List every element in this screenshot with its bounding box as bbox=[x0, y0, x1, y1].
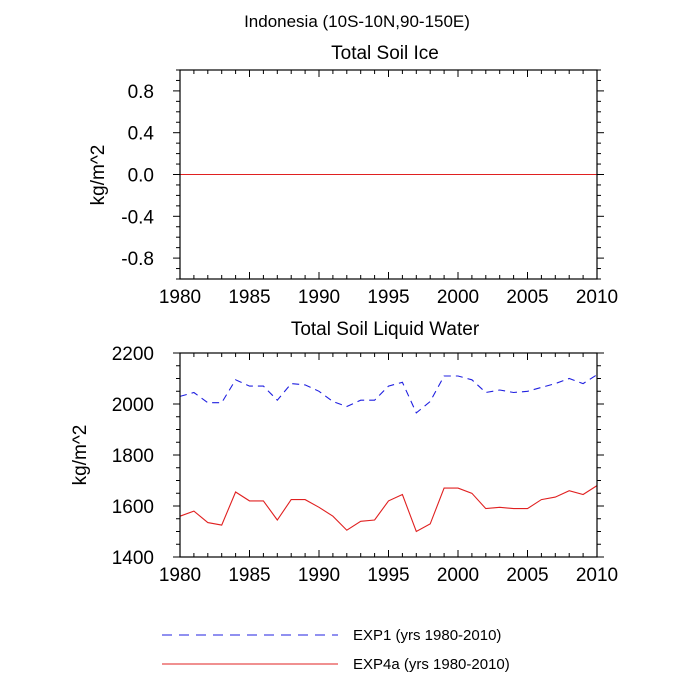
y-tick-label: 1800 bbox=[112, 446, 154, 467]
y-tick-label: 0.8 bbox=[128, 82, 154, 103]
y-tick-label: 1600 bbox=[112, 497, 154, 518]
x-tick-label: 1995 bbox=[367, 287, 409, 308]
y-tick-label: -0.4 bbox=[121, 207, 154, 228]
x-tick-label: 1990 bbox=[298, 565, 340, 586]
x-tick-label: 1980 bbox=[159, 287, 201, 308]
x-tick-label: 1995 bbox=[367, 565, 409, 586]
x-tick-label: 2005 bbox=[506, 287, 548, 308]
plot-area: 1980 1985 1990 1995 2000 2005 2010 1400 1600 1800… bbox=[112, 344, 618, 586]
x-tick-label: 1990 bbox=[298, 287, 340, 308]
x-tick-label: 2010 bbox=[576, 565, 618, 586]
y-axis-label: kg/m^2 bbox=[70, 425, 91, 486]
y-tick-label: 2200 bbox=[112, 344, 154, 365]
series-line-exp1 bbox=[179, 374, 598, 414]
legend-label: EXP4a (yrs 1980-2010) bbox=[353, 656, 510, 673]
y-tick-label: -0.8 bbox=[121, 249, 154, 270]
x-tick-label: 2000 bbox=[437, 287, 479, 308]
y-axis-label: kg/m^2 bbox=[88, 145, 109, 206]
x-tick-label: 2000 bbox=[437, 565, 479, 586]
y-tick-label: 2000 bbox=[112, 395, 154, 416]
legend: EXP1 (yrs 1980-2010) EXP4a (yrs 1980-201… bbox=[162, 627, 510, 673]
x-tick-label: 1985 bbox=[228, 565, 270, 586]
legend-item: EXP4a (yrs 1980-2010) bbox=[162, 656, 510, 673]
y-tick-label: 1400 bbox=[112, 548, 154, 569]
panel-total-soil-liquid-water: Total Soil Liquid Water 1980 1985 1990 1995… bbox=[70, 319, 618, 586]
y-tick-label: 0.4 bbox=[128, 124, 155, 145]
x-tick-label: 2005 bbox=[506, 565, 548, 586]
plot-frame bbox=[179, 352, 598, 558]
series-line-exp4a bbox=[179, 485, 598, 533]
legend-label: EXP1 (yrs 1980-2010) bbox=[353, 627, 501, 644]
x-tick-label: 1985 bbox=[228, 287, 270, 308]
panel-title: Total Soil Ice bbox=[331, 43, 439, 64]
panel-total-soil-ice: Total Soil Ice 1980 1985 1990 1995 2000 2005 2… bbox=[88, 43, 618, 308]
figure-title: Indonesia (10S-10N,90-150E) bbox=[244, 12, 470, 31]
x-tick-label: 1980 bbox=[159, 565, 201, 586]
legend-item: EXP1 (yrs 1980-2010) bbox=[162, 627, 501, 644]
panel-title: Total Soil Liquid Water bbox=[291, 319, 480, 340]
x-tick-label: 2010 bbox=[576, 287, 618, 308]
y-tick-label: 0.0 bbox=[128, 166, 154, 187]
plot-area: 1980 1985 1990 1995 2000 2005 2010 -0.8 -0.4 0.0 0… bbox=[121, 69, 618, 308]
